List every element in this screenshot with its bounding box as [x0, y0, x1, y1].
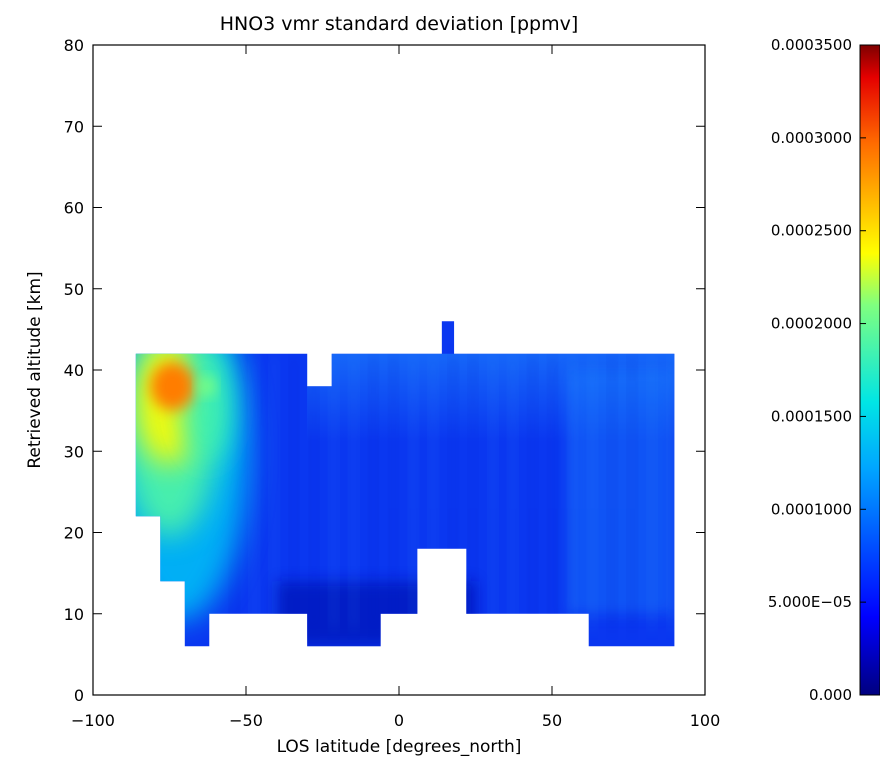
- y-tick-label: 0: [74, 686, 84, 705]
- y-tick-label: 80: [64, 36, 84, 55]
- x-tick-label: 50: [542, 711, 562, 730]
- y-tick-label: 30: [64, 442, 84, 461]
- colorbar-tick-label: 0.0002000: [771, 315, 852, 333]
- y-tick-label: 60: [64, 199, 84, 218]
- colorbar-tick-label: 0.0001500: [771, 407, 852, 425]
- y-axis-label: Retrieved altitude [km]: [25, 271, 45, 468]
- colorbar-tick-label: 0.0001000: [771, 500, 852, 518]
- colorbar-tick-label: 0.0003500: [771, 36, 852, 54]
- chart-title: HNO3 vmr standard deviation [ppmv]: [220, 13, 579, 35]
- colorbar-tick-label: 0.000: [809, 686, 852, 704]
- heatmap-field: [135, 321, 675, 647]
- x-axis-label: LOS latitude [degrees_north]: [277, 737, 522, 757]
- hotspot: [197, 376, 216, 397]
- colorbar-tick-label: 5.000E−05: [768, 593, 852, 611]
- hotspot: [150, 362, 195, 411]
- colorbar-tick-label: 0.0003000: [771, 129, 852, 147]
- colorbar-tick-label: 0.0002500: [771, 222, 852, 240]
- x-tick-label: 100: [690, 711, 721, 730]
- y-tick-label: 50: [64, 280, 84, 299]
- x-tick-label: −100: [71, 711, 115, 730]
- colorbar: [859, 44, 880, 696]
- y-tick-label: 20: [64, 524, 84, 543]
- y-tick-label: 10: [64, 605, 84, 624]
- x-tick-label: 0: [394, 711, 404, 730]
- y-tick-label: 70: [64, 117, 84, 136]
- y-tick-label: 40: [64, 361, 84, 380]
- x-tick-label: −50: [229, 711, 263, 730]
